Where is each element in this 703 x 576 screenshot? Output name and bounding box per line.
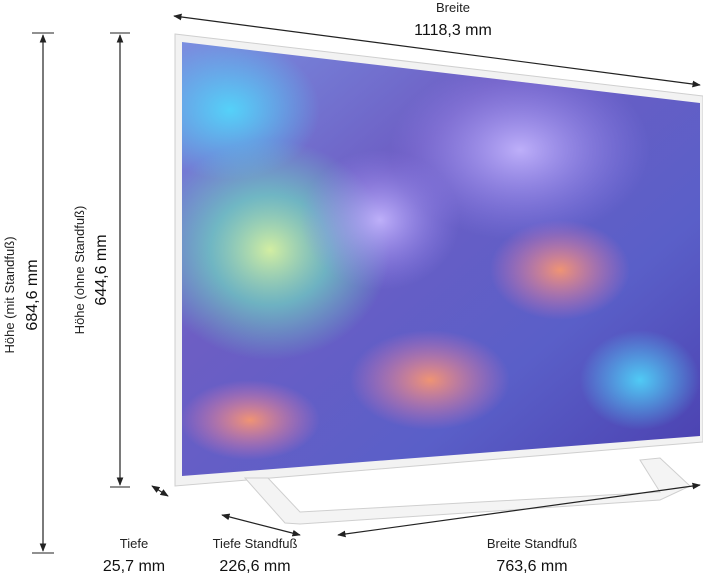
height-without-stand-value: 644,6 mm [93,234,110,305]
depth-arrow [151,485,169,497]
screen-art [182,42,700,460]
width-label: Breite [436,0,470,15]
stand-depth-value: 226,6 mm [219,558,290,575]
stand-width-value: 763,6 mm [496,558,567,575]
stand-width-label: Breite Standfuß [487,536,577,551]
stand-width-arrow [337,482,701,538]
height-with-stand-value: 684,6 mm [24,259,41,330]
height-with-stand-label: Höhe (mit Standfuß) [2,236,17,353]
stand-depth-arrow [221,513,301,537]
height-without-stand-label: Höhe (ohne Standfuß) [72,206,87,335]
stand-depth-label: Tiefe Standfuß [213,536,298,551]
depth-value: 25,7 mm [103,558,165,575]
width-arrow [173,13,701,88]
depth-label: Tiefe [120,536,148,551]
width-value: 1118,3 mm [414,22,492,39]
